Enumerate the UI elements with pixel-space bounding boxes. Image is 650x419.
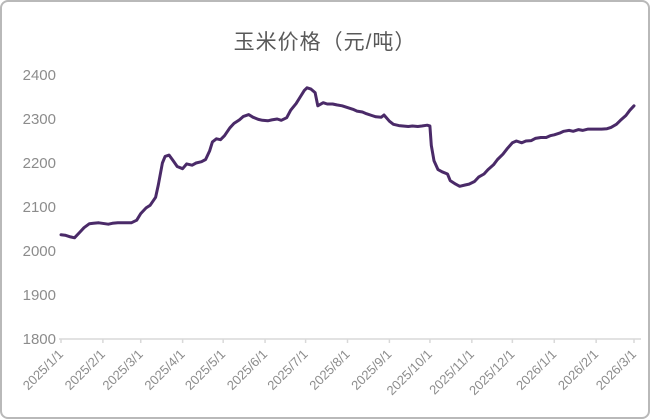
y-axis-label: 2100 [23,199,56,216]
x-axis-label: 2025/6/1 [224,347,270,393]
x-axis-label: 2026/2/1 [555,347,601,393]
y-axis-label: 2200 [23,155,56,172]
chart-title: 玉米价格（元/吨） [233,31,417,54]
x-axis-label: 2025/2/1 [62,347,108,393]
x-axis-label: 2026/3/1 [593,347,639,393]
x-axis-label: 2025/4/1 [141,347,187,393]
y-axis-label: 2400 [23,67,56,84]
x-axis-label: 2026/1/1 [513,347,559,393]
y-axis-label: 2300 [23,111,56,128]
x-axis-label: 2025/1/1 [20,347,66,393]
y-axis-label: 1800 [23,331,56,348]
x-axis-label: 2025/8/1 [306,347,352,393]
y-axis-label: 1900 [23,287,56,304]
x-axis-label: 2025/7/1 [264,347,310,393]
x-axis-label: 2025/3/1 [99,347,145,393]
y-axis-label: 2000 [23,243,56,260]
price-line-series [59,86,636,240]
x-axis-label: 2025/5/1 [182,347,228,393]
